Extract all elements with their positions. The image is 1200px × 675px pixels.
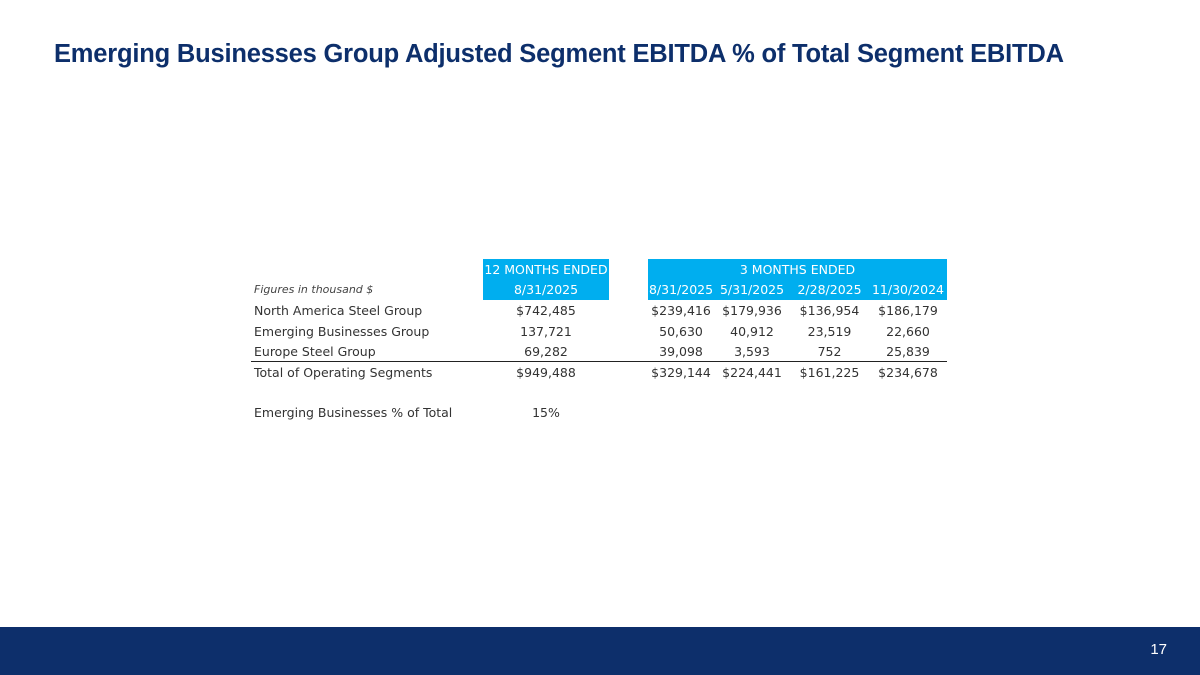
header-12-months-ended: 12 MONTHS ENDED: [484, 261, 608, 277]
table-cell: 137,721: [520, 323, 572, 339]
total-cell: $224,441: [722, 364, 782, 380]
table-cell: 39,098: [659, 344, 703, 360]
table-row-total: Total of Operating Segments $949,488 $32…: [251, 362, 947, 383]
total-label: Total of Operating Segments: [254, 364, 433, 380]
page-title: Emerging Businesses Group Adjusted Segme…: [54, 40, 1064, 68]
percent-label: Emerging Businesses % of Total: [254, 405, 453, 421]
column-header: 8/31/2025: [648, 282, 714, 298]
table-cell: $136,954: [799, 302, 860, 318]
header-bg-3m: [648, 259, 947, 280]
table-cell: 50,630: [659, 323, 703, 339]
table-cell: 3,593: [734, 344, 770, 360]
table-cell: 25,839: [886, 344, 930, 360]
table-cell: 752: [817, 344, 842, 360]
ebitda-table: 12 MONTHS ENDED 3 MONTHS ENDED Figures i…: [251, 259, 947, 423]
footer-bar: 17: [0, 627, 1200, 675]
total-divider: [251, 360, 947, 362]
table-row: Europe Steel Group 69,282 39,098 3,593 7…: [251, 341, 947, 362]
total-cell: $161,225: [799, 364, 860, 380]
column-header: 11/30/2024: [871, 282, 945, 298]
page-number: 17: [1150, 641, 1167, 658]
table-cell: $186,179: [878, 302, 938, 318]
table-row-percent: Emerging Businesses % of Total 15%: [251, 403, 947, 424]
table-cell: 23,519: [807, 323, 852, 339]
row-label: Europe Steel Group: [254, 344, 376, 360]
row-label: North America Steel Group: [254, 302, 423, 318]
header-bg-12m: [483, 279, 609, 301]
column-header: 2/28/2025: [797, 282, 862, 298]
table-cell: 22,660: [886, 323, 930, 339]
table-row: Emerging Businesses Group 137,721 50,630…: [251, 321, 947, 342]
total-cell: $329,144: [651, 364, 711, 380]
row-label: Emerging Businesses Group: [254, 323, 430, 339]
table-header-date-row: Figures in thousand $ 8/31/2025 8/31/202…: [251, 279, 947, 301]
table-cell: $179,936: [722, 302, 782, 318]
table-header-group-row: 12 MONTHS ENDED 3 MONTHS ENDED: [251, 259, 947, 280]
total-cell: $234,678: [878, 364, 938, 380]
percent-value: 15%: [532, 405, 560, 421]
header-bg-12m: [483, 259, 609, 280]
table-cell: $239,416: [651, 302, 711, 318]
total-cell: $949,488: [516, 364, 576, 380]
table-cell: $742,485: [516, 302, 576, 318]
units-note: Figures in thousand $: [254, 283, 374, 297]
column-header: 5/31/2025: [719, 282, 785, 298]
table-cell: 40,912: [730, 323, 774, 339]
table-row: North America Steel Group $742,485 $239,…: [251, 300, 947, 321]
header-bg-3m: [648, 279, 947, 301]
table-cell: 69,282: [524, 344, 568, 360]
column-header: 8/31/2025: [513, 282, 579, 298]
header-3-months-ended: 3 MONTHS ENDED: [739, 261, 856, 277]
